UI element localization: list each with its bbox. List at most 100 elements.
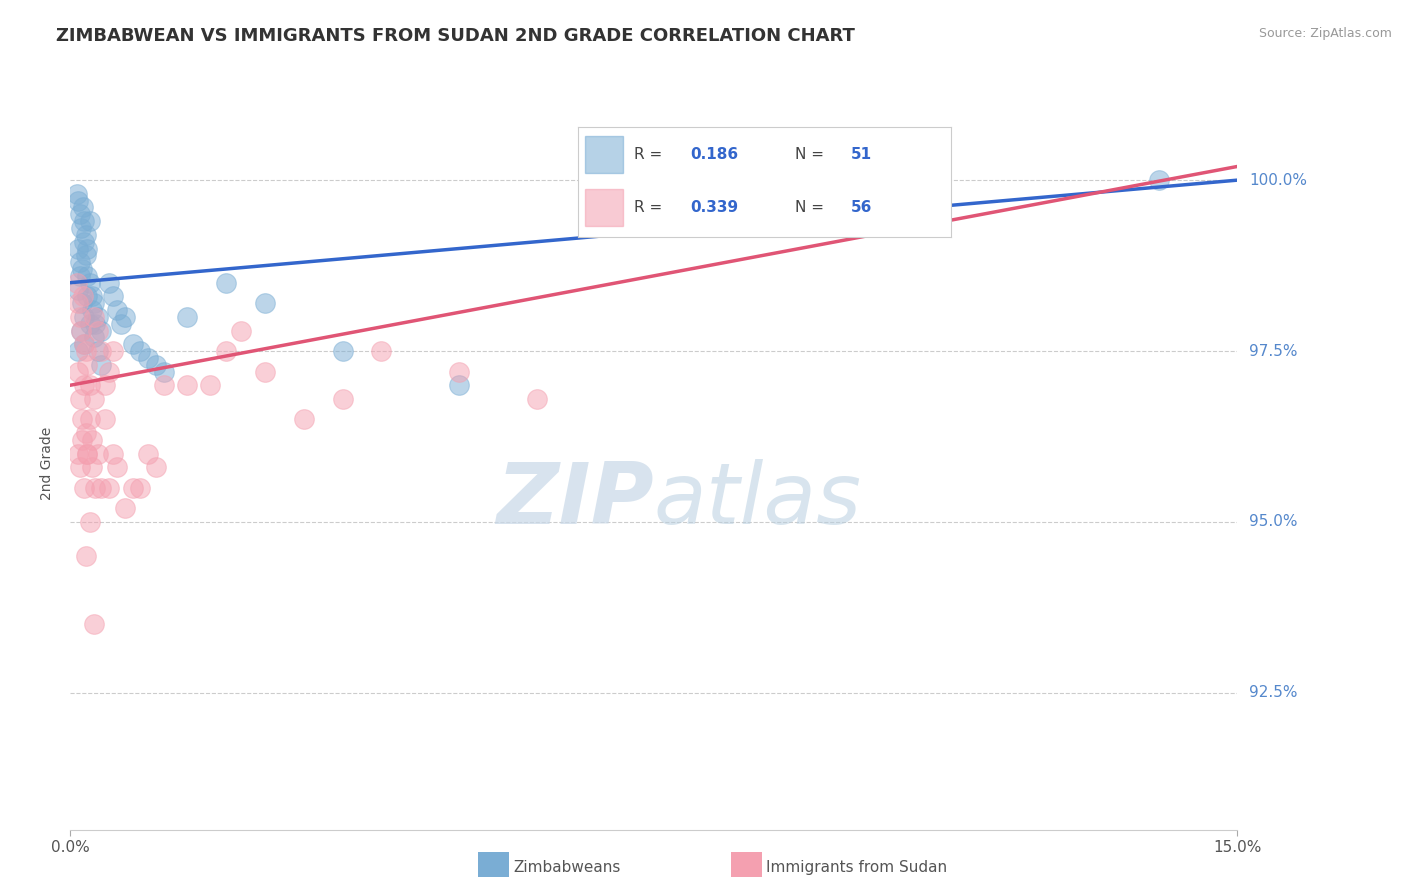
Text: 0.186: 0.186 bbox=[690, 147, 738, 162]
Point bbox=[94, 412, 117, 426]
Point bbox=[110, 317, 132, 331]
Point bbox=[79, 276, 101, 290]
Text: Source: ZipAtlas.com: Source: ZipAtlas.com bbox=[1258, 27, 1392, 40]
Point bbox=[76, 447, 98, 461]
Point bbox=[114, 310, 136, 324]
Point bbox=[73, 235, 96, 249]
Text: 56: 56 bbox=[851, 200, 872, 215]
Point bbox=[526, 392, 548, 406]
Text: ZIP: ZIP bbox=[496, 458, 654, 542]
Point bbox=[231, 324, 253, 338]
Point bbox=[75, 426, 97, 441]
Point bbox=[69, 268, 91, 283]
Point bbox=[75, 227, 97, 242]
Point bbox=[101, 344, 124, 359]
Text: 97.5%: 97.5% bbox=[1249, 343, 1298, 359]
Text: Zimbabweans: Zimbabweans bbox=[513, 861, 620, 875]
Point bbox=[79, 317, 101, 331]
Point bbox=[101, 289, 124, 303]
Point bbox=[70, 412, 93, 426]
Point bbox=[152, 378, 174, 392]
Point bbox=[73, 310, 96, 324]
Point bbox=[253, 296, 276, 310]
Text: 0.339: 0.339 bbox=[690, 200, 738, 215]
Point bbox=[75, 248, 97, 262]
Point bbox=[80, 460, 103, 475]
Point bbox=[70, 324, 93, 338]
Point bbox=[73, 337, 96, 351]
Point bbox=[67, 242, 90, 256]
Point bbox=[332, 392, 354, 406]
Point bbox=[80, 433, 103, 447]
Point bbox=[129, 344, 152, 359]
Point bbox=[98, 481, 121, 495]
Point bbox=[1149, 173, 1171, 187]
Point bbox=[79, 214, 101, 228]
Y-axis label: 2nd Grade: 2nd Grade bbox=[41, 427, 55, 500]
Point bbox=[90, 481, 112, 495]
Point bbox=[86, 447, 108, 461]
Point bbox=[200, 378, 222, 392]
Point bbox=[79, 378, 101, 392]
Point bbox=[121, 337, 143, 351]
Point bbox=[90, 358, 112, 372]
Text: 92.5%: 92.5% bbox=[1249, 685, 1298, 700]
Point bbox=[215, 276, 238, 290]
Point bbox=[84, 481, 107, 495]
Point bbox=[69, 392, 91, 406]
Point bbox=[76, 358, 98, 372]
Point bbox=[83, 330, 105, 344]
Point bbox=[75, 549, 97, 563]
Point bbox=[67, 344, 90, 359]
Text: 95.0%: 95.0% bbox=[1249, 515, 1298, 530]
Point bbox=[69, 207, 91, 221]
Text: 100.0%: 100.0% bbox=[1249, 173, 1308, 187]
Point bbox=[90, 324, 112, 338]
Point bbox=[70, 433, 93, 447]
Point bbox=[70, 296, 93, 310]
Point bbox=[73, 214, 96, 228]
Point bbox=[145, 460, 167, 475]
Point bbox=[72, 289, 94, 303]
Point bbox=[83, 617, 105, 632]
Point bbox=[69, 310, 91, 324]
Text: 51: 51 bbox=[851, 147, 872, 162]
Point bbox=[101, 447, 124, 461]
Point bbox=[67, 365, 90, 379]
Point bbox=[83, 310, 105, 324]
Point bbox=[98, 276, 121, 290]
Text: N =: N = bbox=[794, 147, 828, 162]
Point bbox=[69, 255, 91, 269]
Point bbox=[86, 324, 108, 338]
Point bbox=[176, 378, 198, 392]
FancyBboxPatch shape bbox=[585, 136, 623, 173]
Point bbox=[253, 365, 276, 379]
Text: atlas: atlas bbox=[654, 458, 862, 542]
Point bbox=[98, 365, 121, 379]
Point bbox=[83, 392, 105, 406]
Point bbox=[86, 310, 108, 324]
Point bbox=[70, 221, 93, 235]
Point bbox=[145, 358, 167, 372]
Point bbox=[80, 289, 103, 303]
Point bbox=[94, 378, 117, 392]
Point bbox=[129, 481, 152, 495]
Point bbox=[65, 276, 87, 290]
Point bbox=[114, 501, 136, 516]
Point bbox=[67, 283, 90, 297]
Point bbox=[70, 324, 93, 338]
Point bbox=[76, 242, 98, 256]
Text: R =: R = bbox=[634, 147, 666, 162]
Point bbox=[152, 365, 174, 379]
Text: N =: N = bbox=[794, 200, 828, 215]
Point bbox=[176, 310, 198, 324]
Point bbox=[121, 481, 143, 495]
Point bbox=[76, 268, 98, 283]
Point bbox=[83, 296, 105, 310]
Point bbox=[837, 173, 859, 187]
Point bbox=[105, 303, 128, 318]
Point bbox=[76, 447, 98, 461]
Point bbox=[215, 344, 238, 359]
Point bbox=[67, 194, 90, 208]
Text: ZIMBABWEAN VS IMMIGRANTS FROM SUDAN 2ND GRADE CORRELATION CHART: ZIMBABWEAN VS IMMIGRANTS FROM SUDAN 2ND … bbox=[56, 27, 855, 45]
